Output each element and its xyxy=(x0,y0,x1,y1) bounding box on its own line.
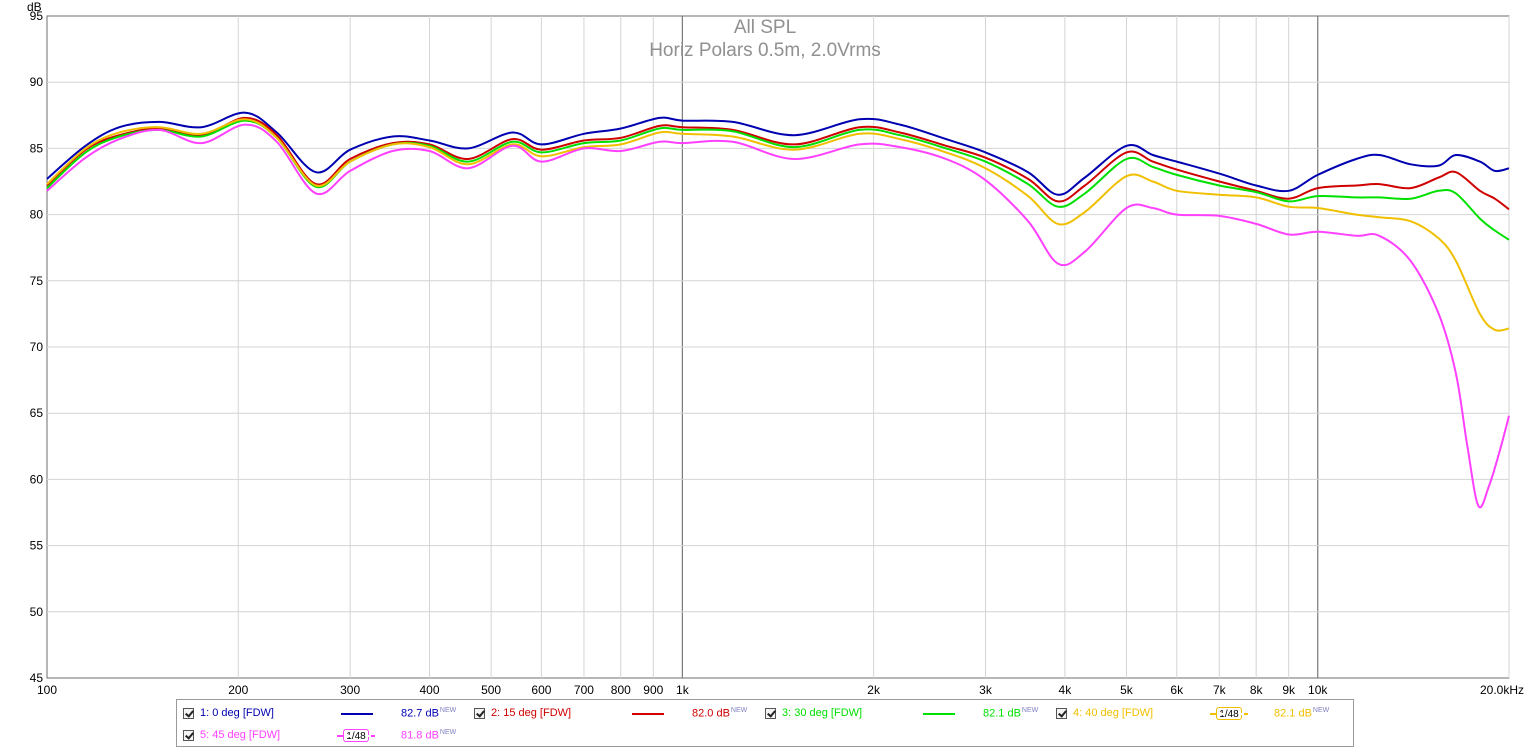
x-tick-label: 900 xyxy=(643,683,663,697)
x-tick-label: 9k xyxy=(1282,683,1296,697)
series-lines xyxy=(46,111,1510,509)
chart-title: All SPL xyxy=(734,17,796,38)
x-tick-label: 4k xyxy=(1059,683,1073,697)
x-tick-label: 3k xyxy=(979,683,993,697)
legend-checkbox[interactable] xyxy=(1056,707,1067,719)
y-tick-label: 55 xyxy=(30,539,44,553)
series-line-1 xyxy=(46,111,1510,196)
y-tick-label: 80 xyxy=(30,208,44,222)
legend-level: 82.0 dBNEW xyxy=(692,707,747,720)
x-tick-label: 8k xyxy=(1250,683,1264,697)
x-tick-label: 800 xyxy=(611,683,631,697)
x-tick-label: 400 xyxy=(420,683,440,697)
y-tick-label: 75 xyxy=(30,274,44,288)
legend-entry-5[interactable]: 5: 45 deg [FDW] xyxy=(183,726,280,744)
legend-entry-1[interactable]: 1: 0 deg [FDW] xyxy=(183,704,274,722)
y-tick-label: 70 xyxy=(30,340,44,354)
y-tick-labels: 95 90 85 80 75 70 65 60 55 50 45 xyxy=(30,9,44,685)
chart-subtitle: Horiz Polars 0.5m, 2.0Vrms xyxy=(649,40,881,61)
legend-level: 82.1 dBNEW xyxy=(983,707,1038,720)
series-line-5 xyxy=(46,123,1510,509)
legend-new-tag: NEW xyxy=(730,707,748,714)
y-tick-label: 85 xyxy=(30,141,44,155)
series-line-2 xyxy=(46,116,1510,211)
legend-checkbox[interactable] xyxy=(183,729,194,741)
legend-checkbox[interactable] xyxy=(183,707,194,719)
legend-level-value: 82.1 dB xyxy=(1274,707,1312,720)
legend-swatch xyxy=(632,713,664,715)
legend-level: 82.7 dBNEW xyxy=(401,707,456,720)
legend-swatch xyxy=(341,713,373,715)
y-tick-label: 45 xyxy=(30,671,44,685)
legend-level: 82.1 dBNEW xyxy=(1274,707,1329,720)
x-tick-label: 200 xyxy=(228,683,248,697)
y-axis-label: dB xyxy=(27,0,42,14)
x-tick-label: 2k xyxy=(867,683,881,697)
x-tick-label: 1k xyxy=(676,683,690,697)
legend-level-value: 81.8 dB xyxy=(401,729,439,742)
y-tick-label: 95 xyxy=(30,9,44,23)
legend-series-name: 5: 45 deg [FDW] xyxy=(200,729,281,741)
legend-entry-2[interactable]: 2: 15 deg [FDW] xyxy=(474,704,571,722)
x-tick-label: 600 xyxy=(531,683,551,697)
legend-level-value: 82.7 dB xyxy=(401,707,439,720)
legend-checkbox[interactable] xyxy=(765,707,776,719)
legend-entry-3[interactable]: 3: 30 deg [FDW] xyxy=(765,704,862,722)
legend-series-name: 4: 40 deg [FDW] xyxy=(1073,707,1154,719)
legend-level: 81.8 dBNEW xyxy=(401,729,456,742)
legend-level-value: 82.1 dB xyxy=(983,707,1021,720)
x-tick-label: 100 xyxy=(37,683,57,697)
x-tick-label: 700 xyxy=(574,683,594,697)
legend-series-name: 2: 15 deg [FDW] xyxy=(491,707,572,719)
legend-new-tag: NEW xyxy=(439,707,457,714)
legend: 1: 0 deg [FDW] 82.7 dBNEW 2: 15 deg [FDW] 8… xyxy=(176,699,1354,747)
legend-smoothing-badge[interactable]: 1/48 xyxy=(1216,707,1244,720)
x-tick-label: 300 xyxy=(340,683,360,697)
legend-series-name: 1: 0 deg [FDW] xyxy=(200,707,274,719)
legend-series-name: 3: 30 deg [FDW] xyxy=(782,707,863,719)
y-tick-label: 50 xyxy=(30,605,44,619)
legend-level-value: 82.0 dB xyxy=(692,707,730,720)
legend-smoothing-badge[interactable]: 1/48 xyxy=(343,729,371,742)
legend-swatch xyxy=(923,713,955,715)
x-tick-labels: 100 200 300 400 500 600 700 800 900 1k 2k 3k 4k 5k 6k 7… xyxy=(37,683,1524,697)
legend-new-tag: NEW xyxy=(1021,707,1039,714)
legend-checkbox[interactable] xyxy=(474,707,485,719)
x-tick-label: 500 xyxy=(481,683,501,697)
y-tick-label: 65 xyxy=(30,406,44,420)
x-tick-label: 10k xyxy=(1308,683,1328,697)
series-line-4 xyxy=(46,118,1510,332)
x-tick-label: 6k xyxy=(1170,683,1184,697)
legend-entry-4[interactable]: 4: 40 deg [FDW] xyxy=(1056,704,1153,722)
x-tick-label: 20.0kHz xyxy=(1480,683,1524,697)
y-tick-label: 60 xyxy=(30,472,44,486)
legend-new-tag: NEW xyxy=(1312,707,1330,714)
y-tick-label: 90 xyxy=(30,75,44,89)
x-tick-label: 7k xyxy=(1213,683,1227,697)
legend-new-tag: NEW xyxy=(439,729,457,736)
x-tick-label: 5k xyxy=(1120,683,1134,697)
